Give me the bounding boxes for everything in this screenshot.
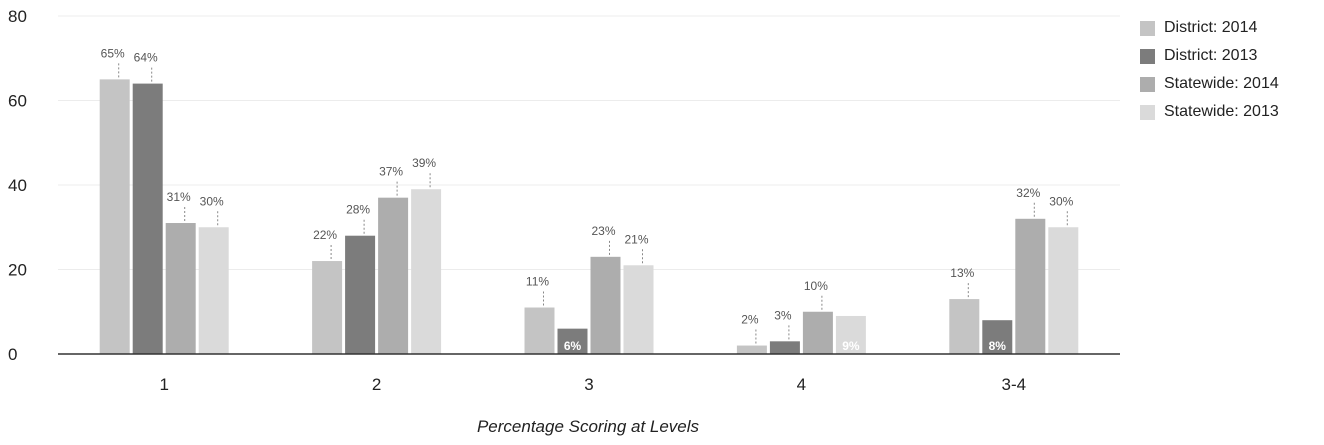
legend-swatch — [1140, 48, 1155, 64]
data-label: 39% — [412, 156, 436, 170]
bar — [99, 79, 130, 354]
gridlines — [58, 15, 1120, 270]
x-tick-label: 4 — [797, 375, 806, 394]
data-label: 64% — [134, 51, 158, 65]
legend-swatch — [1140, 76, 1155, 92]
y-tick-label: 20 — [8, 261, 27, 280]
data-label: 6% — [564, 339, 582, 353]
bars — [99, 79, 1079, 354]
x-tick-label: 3-4 — [1002, 375, 1027, 394]
bar — [623, 265, 654, 354]
data-label: 30% — [1049, 194, 1073, 208]
data-label: 37% — [379, 165, 403, 179]
bar — [557, 328, 588, 354]
bar — [769, 341, 800, 354]
bar — [590, 256, 621, 354]
data-label: 13% — [950, 266, 974, 280]
bar — [198, 227, 229, 354]
legend-label: Statewide: 2014 — [1164, 75, 1279, 92]
data-label: 2% — [741, 313, 759, 327]
y-tick-label: 80 — [8, 7, 27, 26]
data-label: 22% — [313, 228, 337, 242]
y-axis-ticks: 0 20 40 60 80 — [8, 7, 27, 364]
bar — [802, 311, 833, 354]
bar — [378, 197, 409, 354]
legend-swatch — [1140, 104, 1155, 120]
bar — [736, 345, 767, 354]
bar — [1015, 218, 1046, 354]
data-label: 10% — [804, 279, 828, 293]
y-tick-label: 60 — [8, 92, 27, 111]
y-tick-label: 0 — [8, 345, 17, 364]
data-label: 8% — [989, 339, 1007, 353]
bar — [949, 299, 980, 354]
x-tick-label: 3 — [584, 375, 593, 394]
bar — [835, 315, 866, 354]
legend-item: Statewide: 2013 — [1140, 98, 1279, 126]
data-label: 9% — [842, 339, 860, 353]
x-axis-ticks: 1 2 3 4 3-4 — [159, 375, 1026, 394]
x-tick-label: 1 — [159, 375, 168, 394]
bar — [312, 261, 343, 354]
legend-label: Statewide: 2013 — [1164, 103, 1279, 120]
bar — [982, 320, 1013, 354]
data-label: 3% — [774, 308, 792, 322]
legend-item: District: 2013 — [1140, 42, 1279, 70]
legend: District: 2014 District: 2013 Statewide: 2… — [1140, 14, 1279, 126]
legend-swatch — [1140, 20, 1155, 36]
bar — [524, 307, 555, 354]
data-label: 21% — [624, 232, 648, 246]
bar — [345, 235, 376, 354]
data-label: 32% — [1016, 186, 1040, 200]
legend-item: Statewide: 2014 — [1140, 70, 1279, 98]
bar — [1048, 227, 1079, 354]
y-tick-label: 40 — [8, 176, 27, 195]
data-labels: 65% 64% 31% 30% 22% 28% 37% 39% 11% 6% 23% 21% 2% 3% 1… — [101, 46, 1074, 353]
data-label: 31% — [167, 190, 191, 204]
data-label: 11% — [526, 275, 549, 289]
bar — [411, 189, 442, 354]
data-label: 65% — [101, 46, 125, 60]
legend-label: District: 2014 — [1164, 19, 1258, 36]
x-tick-label: 2 — [372, 375, 381, 394]
data-label: 28% — [346, 203, 370, 217]
data-label: 30% — [200, 194, 224, 208]
bar — [132, 83, 163, 354]
data-label: 23% — [591, 224, 615, 238]
legend-item: District: 2014 — [1140, 14, 1279, 42]
bar — [165, 223, 196, 354]
x-axis-label: Percentage Scoring at Levels — [477, 417, 700, 436]
legend-label: District: 2013 — [1164, 47, 1258, 64]
